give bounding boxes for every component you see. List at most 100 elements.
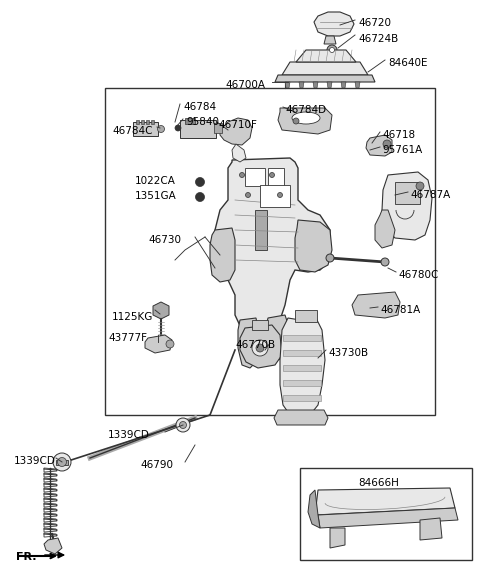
Bar bbox=[283, 380, 321, 386]
Bar bbox=[260, 185, 290, 207]
Bar bbox=[283, 365, 321, 371]
Circle shape bbox=[383, 140, 391, 148]
Polygon shape bbox=[145, 335, 172, 353]
Polygon shape bbox=[210, 228, 235, 282]
Polygon shape bbox=[313, 82, 318, 88]
Bar bbox=[283, 395, 321, 401]
Polygon shape bbox=[355, 82, 360, 88]
Circle shape bbox=[326, 254, 334, 262]
Polygon shape bbox=[375, 210, 395, 248]
Polygon shape bbox=[366, 135, 392, 156]
Polygon shape bbox=[315, 488, 455, 515]
Text: 1125KG: 1125KG bbox=[112, 312, 154, 322]
Circle shape bbox=[416, 182, 424, 190]
Polygon shape bbox=[215, 158, 330, 335]
Bar bbox=[133, 122, 158, 136]
Circle shape bbox=[381, 258, 389, 266]
Text: 43777F: 43777F bbox=[108, 333, 147, 343]
Polygon shape bbox=[220, 118, 252, 145]
Text: 46780C: 46780C bbox=[398, 270, 438, 280]
Polygon shape bbox=[382, 172, 432, 240]
Circle shape bbox=[252, 340, 268, 356]
Bar bbox=[214, 123, 222, 133]
Circle shape bbox=[327, 45, 337, 55]
Text: 46784: 46784 bbox=[183, 102, 216, 112]
Circle shape bbox=[180, 422, 187, 429]
Text: 1339CD: 1339CD bbox=[108, 430, 150, 440]
Text: 46724B: 46724B bbox=[358, 34, 398, 44]
Circle shape bbox=[58, 457, 67, 466]
Text: 95761A: 95761A bbox=[382, 145, 422, 155]
Polygon shape bbox=[318, 508, 458, 528]
Text: 46770B: 46770B bbox=[235, 340, 275, 350]
Bar bbox=[300, 468, 472, 560]
Polygon shape bbox=[299, 82, 304, 88]
Circle shape bbox=[195, 178, 204, 186]
Bar bbox=[255, 210, 267, 250]
Bar bbox=[136, 120, 139, 124]
Polygon shape bbox=[308, 490, 320, 528]
Polygon shape bbox=[275, 75, 375, 82]
Text: 95840: 95840 bbox=[186, 117, 219, 127]
Bar bbox=[180, 120, 216, 138]
Polygon shape bbox=[278, 108, 332, 134]
Polygon shape bbox=[153, 302, 169, 319]
Circle shape bbox=[277, 192, 283, 198]
Circle shape bbox=[166, 340, 174, 348]
Circle shape bbox=[269, 172, 275, 178]
Text: 46700A: 46700A bbox=[225, 80, 265, 90]
Polygon shape bbox=[327, 82, 332, 88]
Bar bbox=[295, 310, 317, 322]
Text: 43730B: 43730B bbox=[328, 348, 368, 358]
Bar bbox=[151, 120, 154, 124]
Text: 84640E: 84640E bbox=[388, 58, 428, 68]
Polygon shape bbox=[341, 82, 346, 88]
Polygon shape bbox=[295, 220, 332, 272]
Bar bbox=[245, 168, 265, 186]
Text: 46784C: 46784C bbox=[112, 126, 153, 136]
Circle shape bbox=[175, 125, 181, 131]
Polygon shape bbox=[282, 62, 368, 75]
Polygon shape bbox=[324, 36, 336, 44]
Bar bbox=[56, 460, 68, 465]
Bar bbox=[252, 320, 268, 330]
Bar bbox=[283, 335, 321, 341]
Polygon shape bbox=[280, 318, 325, 418]
Polygon shape bbox=[265, 315, 290, 360]
Bar bbox=[268, 168, 284, 186]
Text: 84666H: 84666H bbox=[358, 478, 399, 488]
Circle shape bbox=[195, 192, 204, 202]
Text: 1339CD: 1339CD bbox=[14, 456, 56, 466]
Text: 46730: 46730 bbox=[148, 235, 181, 245]
Text: 1351GA: 1351GA bbox=[135, 191, 177, 201]
Ellipse shape bbox=[292, 112, 320, 124]
Circle shape bbox=[240, 172, 244, 178]
Polygon shape bbox=[285, 82, 290, 88]
Polygon shape bbox=[240, 325, 282, 368]
Text: 46784D: 46784D bbox=[285, 105, 326, 115]
Polygon shape bbox=[330, 528, 345, 548]
Text: 1022CA: 1022CA bbox=[135, 176, 176, 186]
Polygon shape bbox=[274, 410, 328, 425]
Text: 46787A: 46787A bbox=[410, 190, 450, 200]
Bar bbox=[146, 120, 149, 124]
Text: 46781A: 46781A bbox=[380, 305, 420, 315]
Bar bbox=[141, 120, 144, 124]
Text: 46718: 46718 bbox=[382, 130, 415, 140]
Text: 46710F: 46710F bbox=[218, 120, 257, 130]
Polygon shape bbox=[420, 518, 442, 540]
Circle shape bbox=[53, 453, 71, 471]
Polygon shape bbox=[296, 50, 356, 62]
Polygon shape bbox=[44, 538, 62, 554]
Polygon shape bbox=[314, 12, 354, 36]
Text: 46720: 46720 bbox=[358, 18, 391, 28]
Circle shape bbox=[293, 118, 299, 124]
Circle shape bbox=[256, 344, 264, 352]
Polygon shape bbox=[352, 292, 400, 318]
Circle shape bbox=[157, 125, 165, 132]
Bar bbox=[105, 88, 435, 415]
Circle shape bbox=[245, 192, 251, 198]
Polygon shape bbox=[238, 318, 260, 368]
Text: 46790: 46790 bbox=[140, 460, 173, 470]
Circle shape bbox=[329, 48, 335, 52]
